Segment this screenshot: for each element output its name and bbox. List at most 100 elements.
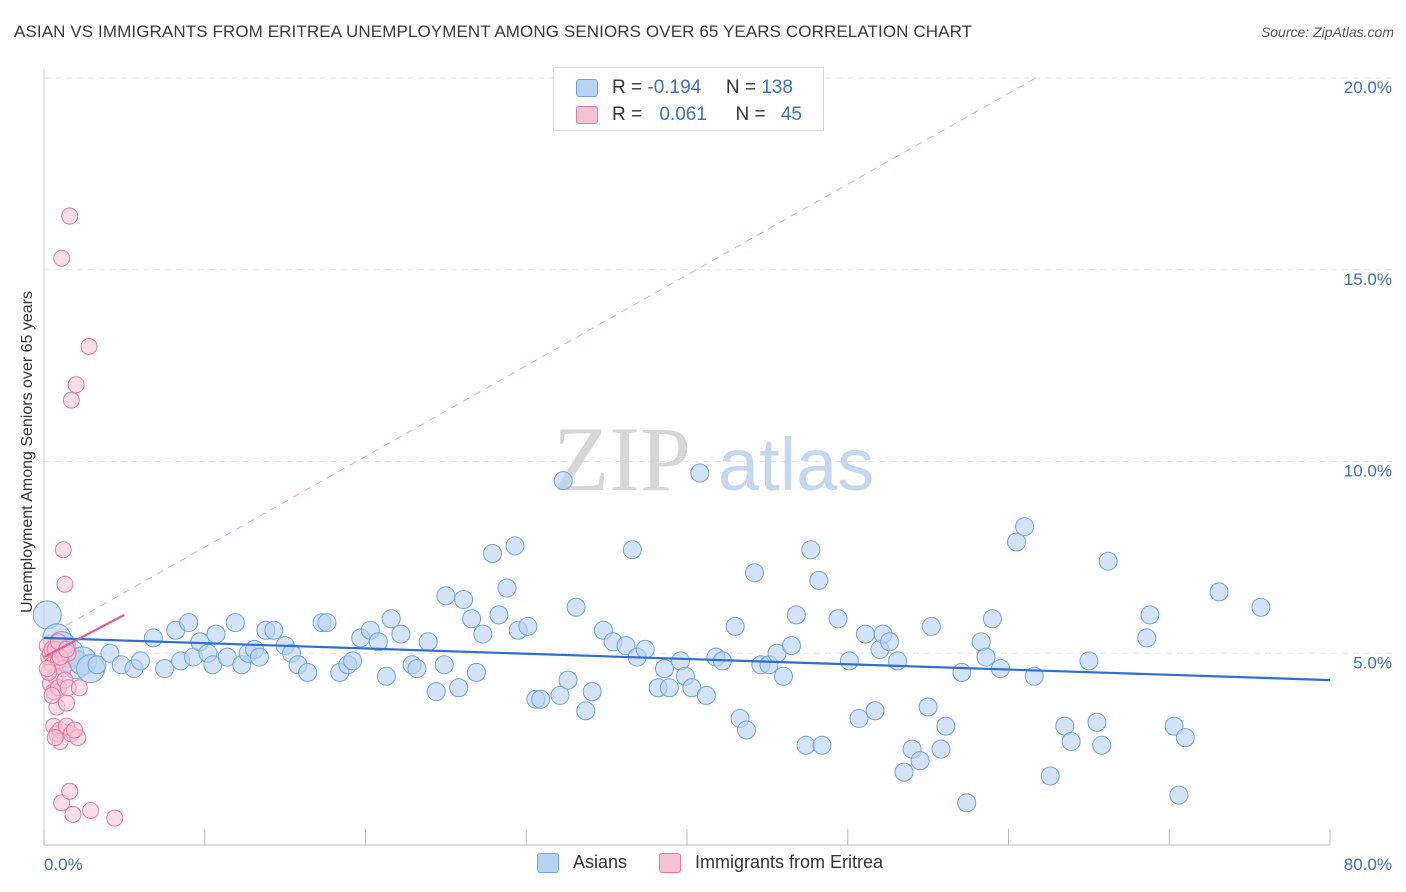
eritrea-point <box>53 794 71 812</box>
chart-title: ASIAN VS IMMIGRANTS FROM ERITREA UNEMPLO… <box>14 22 973 41</box>
correlation-legend: R = -0.194 N = 138 R = 0.061 N = 45 <box>553 67 824 131</box>
asian-point <box>982 609 1002 629</box>
asian-point <box>931 739 951 759</box>
eritrea-trend-line <box>43 613 125 659</box>
asian-point <box>725 616 745 636</box>
asian-point <box>558 670 578 690</box>
asian-point <box>976 647 996 667</box>
gridlines <box>44 77 1392 654</box>
asian-point <box>796 735 816 755</box>
asian-point <box>1251 597 1271 617</box>
eritrea-point <box>61 207 79 225</box>
y-tick-label: 10.0% <box>1344 462 1392 481</box>
eritrea-legend-swatch <box>659 852 681 873</box>
asian-point <box>225 613 245 633</box>
asian-point <box>143 628 163 648</box>
eritrea-point <box>54 541 72 559</box>
eritrea-point <box>46 729 64 747</box>
asian-point <box>1079 651 1099 671</box>
asian-point <box>550 685 570 705</box>
trend-lines <box>43 613 1331 682</box>
asian-point <box>1140 605 1160 625</box>
asian-point <box>1092 735 1112 755</box>
asian-point <box>1061 731 1081 751</box>
asian-point <box>696 685 716 705</box>
asian-point <box>773 666 793 686</box>
eritrea-legend-label: Immigrants from Eritrea <box>695 852 884 872</box>
asians-legend-label: Asians <box>573 852 628 872</box>
asian-point <box>918 697 938 717</box>
asian-point <box>736 720 756 740</box>
asian-point <box>473 624 493 644</box>
asian-point <box>786 605 806 625</box>
asian-point <box>635 639 655 659</box>
asian-point <box>317 613 337 633</box>
asian-point <box>659 678 679 698</box>
x-tick-label-min: 0.0% <box>44 855 83 874</box>
eritrea-point <box>66 721 84 739</box>
series-legend: Asians Immigrants from Eritrea <box>0 852 1406 878</box>
y-tick-label: 15.0% <box>1344 270 1392 289</box>
y-tick-label: 5.0% <box>1353 653 1392 672</box>
eritrea-point <box>67 376 85 394</box>
asian-point <box>249 647 269 667</box>
asian-point <box>206 624 226 644</box>
watermark: ZIP atlas <box>553 408 874 510</box>
eritrea-point <box>70 679 88 697</box>
source-credit: Source: ZipAtlas.com <box>1260 24 1394 40</box>
eritrea-point <box>62 391 80 409</box>
eritrea-point <box>61 782 79 800</box>
asian-point <box>1169 785 1189 805</box>
asian-point <box>298 662 318 682</box>
asian-point <box>1040 766 1060 786</box>
reference-line <box>43 77 1037 639</box>
legend-r-value-asians: -0.194 <box>647 77 702 98</box>
legend-r-label: R = <box>612 104 648 125</box>
x-tick-label-max: 80.0% <box>1344 855 1392 874</box>
asian-point <box>407 659 427 679</box>
asian-point <box>553 471 573 491</box>
asians-swatch <box>576 79 598 97</box>
asian-point <box>264 620 284 640</box>
legend-item-eritrea[interactable]: Immigrants from Eritrea <box>659 852 883 873</box>
legend-n-label: N = <box>725 77 762 98</box>
asian-point <box>381 609 401 629</box>
asian-point <box>489 605 509 625</box>
asian-point <box>376 666 396 686</box>
eritrea-point <box>106 809 124 827</box>
eritrea-point <box>56 575 74 593</box>
asian-point <box>368 632 388 652</box>
asian-point <box>454 590 474 610</box>
asians-points <box>32 463 1271 813</box>
y-tick-label: 20.0% <box>1344 78 1392 97</box>
asian-point <box>462 609 482 629</box>
legend-r-value-eritrea: 0.061 <box>659 104 707 125</box>
asian-point <box>179 613 199 633</box>
asian-point <box>436 586 456 606</box>
eritrea-points <box>38 207 124 827</box>
asian-point <box>434 655 454 675</box>
asian-point <box>449 678 469 698</box>
asian-point <box>1175 728 1195 748</box>
axes <box>43 68 1331 846</box>
asian-point <box>87 655 107 675</box>
watermark-atlas: atlas <box>718 423 874 506</box>
asian-point <box>518 616 538 636</box>
asian-point <box>100 643 120 663</box>
asian-point <box>576 701 596 721</box>
asian-point <box>801 540 821 560</box>
asian-point <box>809 570 829 590</box>
asian-point <box>418 632 438 652</box>
asian-point <box>839 651 859 671</box>
eritrea-point <box>64 805 82 823</box>
asian-point <box>781 636 801 656</box>
legend-item-asians[interactable]: Asians <box>537 852 627 873</box>
asian-point <box>880 632 900 652</box>
asian-point <box>1007 532 1027 552</box>
asian-point <box>1024 666 1044 686</box>
reference-diagonal <box>43 77 1037 639</box>
asian-point <box>745 563 765 583</box>
asian-point <box>1137 628 1157 648</box>
asian-point <box>130 651 150 671</box>
